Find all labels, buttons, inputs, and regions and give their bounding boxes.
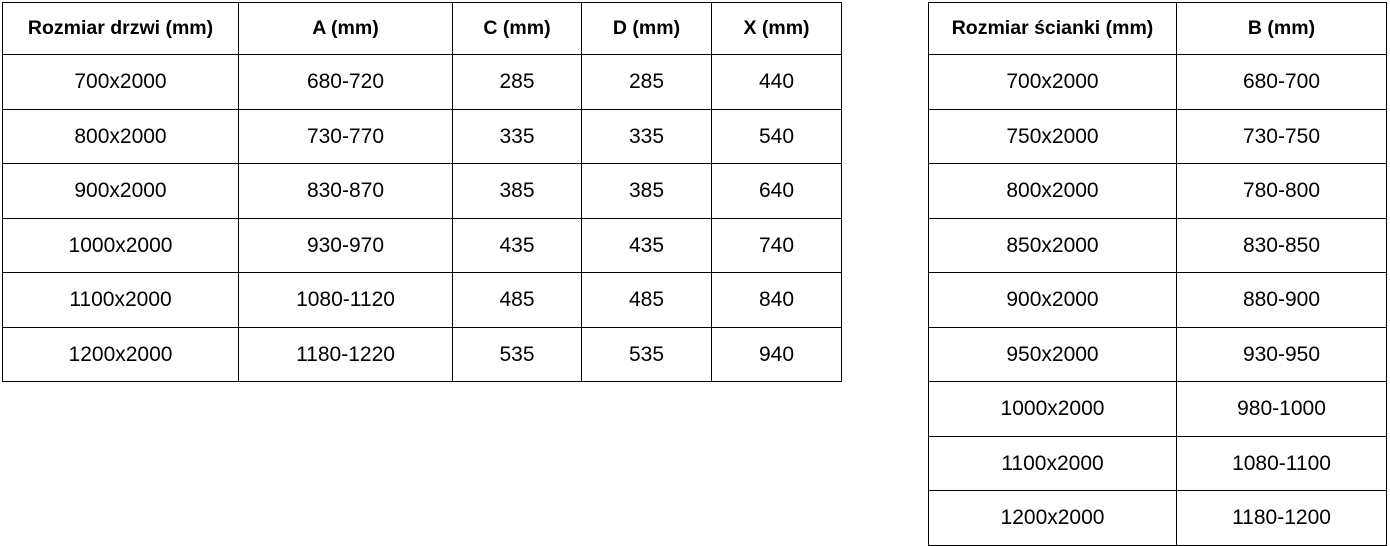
cell-x: 640 [711,163,842,219]
cell-b: 1180-1200 [1176,490,1387,546]
cell-b: 1080-1100 [1176,435,1387,491]
cell-b: 980-1000 [1176,381,1387,437]
cell-wall-size: 1200x2000 [928,490,1177,546]
cell-a: 730-770 [238,108,453,164]
table-row: 750x2000 730-750 [928,108,1387,164]
cell-x: 540 [711,108,842,164]
cell-wall-size: 950x2000 [928,326,1177,382]
table-row: 800x2000 730-770 335 335 540 [2,108,842,164]
door-sizes-body: 700x2000 680-720 285 285 440 800x2000 73… [2,54,842,382]
cell-b: 730-750 [1176,108,1387,164]
cell-door-size: 800x2000 [2,108,239,164]
cell-b: 930-950 [1176,326,1387,382]
column-header-c: C (mm) [452,2,582,55]
column-header-wall-size: Rozmiar ścianki (mm) [928,2,1177,55]
cell-b: 830-850 [1176,217,1387,273]
cell-a: 830-870 [238,163,453,219]
cell-wall-size: 1100x2000 [928,435,1177,491]
table-row: 1100x2000 1080-1100 [928,435,1387,491]
cell-c: 435 [452,217,582,273]
cell-x: 940 [711,326,842,382]
wall-sizes-body: 700x2000 680-700 750x2000 730-750 800x20… [928,54,1387,546]
cell-a: 1180-1220 [238,326,453,382]
cell-door-size: 700x2000 [2,54,239,110]
table-row: 1200x2000 1180-1220 535 535 940 [2,326,842,382]
table-row: 700x2000 680-700 [928,54,1387,110]
cell-a: 930-970 [238,217,453,273]
table-row: 700x2000 680-720 285 285 440 [2,54,842,110]
table-row: 900x2000 880-900 [928,272,1387,328]
column-header-door-size: Rozmiar drzwi (mm) [2,2,239,55]
table-row: 1100x2000 1080-1120 485 485 840 [2,272,842,328]
table-row: 800x2000 780-800 [928,163,1387,219]
cell-wall-size: 750x2000 [928,108,1177,164]
column-header-x: X (mm) [711,2,842,55]
cell-b: 680-700 [1176,54,1387,110]
cell-door-size: 1100x2000 [2,272,239,328]
cell-c: 335 [452,108,582,164]
cell-a: 1080-1120 [238,272,453,328]
cell-wall-size: 900x2000 [928,272,1177,328]
door-sizes-header-row: Rozmiar drzwi (mm) A (mm) C (mm) D (mm) … [2,2,842,55]
column-header-d: D (mm) [581,2,712,55]
column-header-b: B (mm) [1176,2,1387,55]
cell-wall-size: 800x2000 [928,163,1177,219]
cell-c: 535 [452,326,582,382]
cell-b: 880-900 [1176,272,1387,328]
door-sizes-table: Rozmiar drzwi (mm) A (mm) C (mm) D (mm) … [2,2,842,382]
table-row: 1000x2000 930-970 435 435 740 [2,217,842,273]
cell-d: 435 [581,217,712,273]
cell-c: 385 [452,163,582,219]
cell-d: 335 [581,108,712,164]
cell-x: 740 [711,217,842,273]
cell-wall-size: 1000x2000 [928,381,1177,437]
cell-c: 285 [452,54,582,110]
cell-a: 680-720 [238,54,453,110]
cell-x: 440 [711,54,842,110]
table-row: 1000x2000 980-1000 [928,381,1387,437]
wall-sizes-header-row: Rozmiar ścianki (mm) B (mm) [928,2,1387,55]
cell-wall-size: 700x2000 [928,54,1177,110]
cell-d: 485 [581,272,712,328]
table-row: 1200x2000 1180-1200 [928,490,1387,546]
cell-d: 535 [581,326,712,382]
wall-sizes-table: Rozmiar ścianki (mm) B (mm) 700x2000 680… [928,2,1387,546]
cell-c: 485 [452,272,582,328]
cell-x: 840 [711,272,842,328]
cell-d: 385 [581,163,712,219]
cell-b: 780-800 [1176,163,1387,219]
cell-door-size: 900x2000 [2,163,239,219]
cell-wall-size: 850x2000 [928,217,1177,273]
table-row: 950x2000 930-950 [928,326,1387,382]
cell-d: 285 [581,54,712,110]
table-row: 850x2000 830-850 [928,217,1387,273]
table-row: 900x2000 830-870 385 385 640 [2,163,842,219]
cell-door-size: 1000x2000 [2,217,239,273]
cell-door-size: 1200x2000 [2,326,239,382]
column-header-a: A (mm) [238,2,453,55]
